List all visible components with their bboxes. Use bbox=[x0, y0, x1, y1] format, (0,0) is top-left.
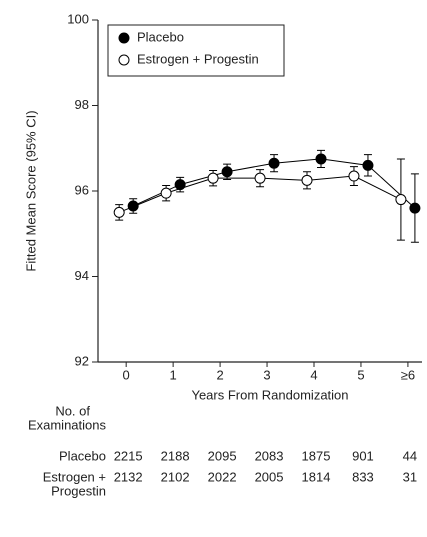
x-tick-label: 3 bbox=[263, 367, 270, 382]
legend-label: Placebo bbox=[137, 29, 184, 44]
point bbox=[348, 170, 360, 182]
table-cell: 2215 bbox=[114, 448, 143, 463]
row-label: Estrogen + bbox=[43, 469, 106, 484]
table-cell: 44 bbox=[403, 448, 417, 463]
table-header: No. of bbox=[55, 403, 90, 418]
table-cell: 1814 bbox=[302, 469, 331, 484]
point bbox=[174, 179, 186, 191]
y-tick-label: 100 bbox=[67, 11, 89, 26]
table-header: Examinations bbox=[28, 417, 107, 432]
legend-label: Estrogen + Progestin bbox=[137, 51, 259, 66]
point bbox=[315, 153, 327, 165]
y-axis-label: Fitted Mean Score (95% CI) bbox=[23, 110, 38, 271]
x-tick-label: 2 bbox=[216, 367, 223, 382]
point bbox=[301, 174, 313, 186]
table-cell: 2095 bbox=[208, 448, 237, 463]
legend-marker bbox=[118, 54, 130, 66]
point bbox=[362, 159, 374, 171]
x-tick-label: 0 bbox=[123, 367, 130, 382]
legend-box bbox=[107, 24, 285, 77]
table-cell: 2132 bbox=[114, 469, 143, 484]
table-cell: 2102 bbox=[161, 469, 190, 484]
x-axis-label: Years From Randomization bbox=[191, 387, 348, 402]
x-tick-label: 4 bbox=[310, 367, 317, 382]
table-cell: 2083 bbox=[255, 448, 284, 463]
table-cell: 2188 bbox=[161, 448, 190, 463]
y-tick-label: 92 bbox=[75, 353, 89, 368]
point bbox=[160, 187, 172, 199]
point bbox=[395, 194, 407, 206]
y-tick-label: 96 bbox=[75, 182, 89, 197]
table-cell: 1875 bbox=[302, 448, 331, 463]
y-tick-label: 94 bbox=[75, 268, 89, 283]
table-cell: 31 bbox=[403, 469, 417, 484]
point bbox=[409, 202, 421, 214]
point bbox=[268, 157, 280, 169]
legend-marker bbox=[118, 32, 130, 44]
point bbox=[207, 172, 219, 184]
table-cell: 901 bbox=[352, 448, 374, 463]
table-cell: 2005 bbox=[255, 469, 284, 484]
point bbox=[113, 206, 125, 218]
y-tick-label: 98 bbox=[75, 97, 89, 112]
row-label: Placebo bbox=[59, 448, 106, 463]
point bbox=[254, 172, 266, 184]
x-tick-label: 1 bbox=[170, 367, 177, 382]
x-tick-label: 5 bbox=[357, 367, 364, 382]
row-label: Progestin bbox=[51, 483, 106, 498]
point bbox=[221, 166, 233, 178]
table-cell: 2022 bbox=[208, 469, 237, 484]
table-cell: 833 bbox=[352, 469, 374, 484]
point bbox=[127, 200, 139, 212]
x-tick-label: ≥6 bbox=[401, 367, 415, 382]
